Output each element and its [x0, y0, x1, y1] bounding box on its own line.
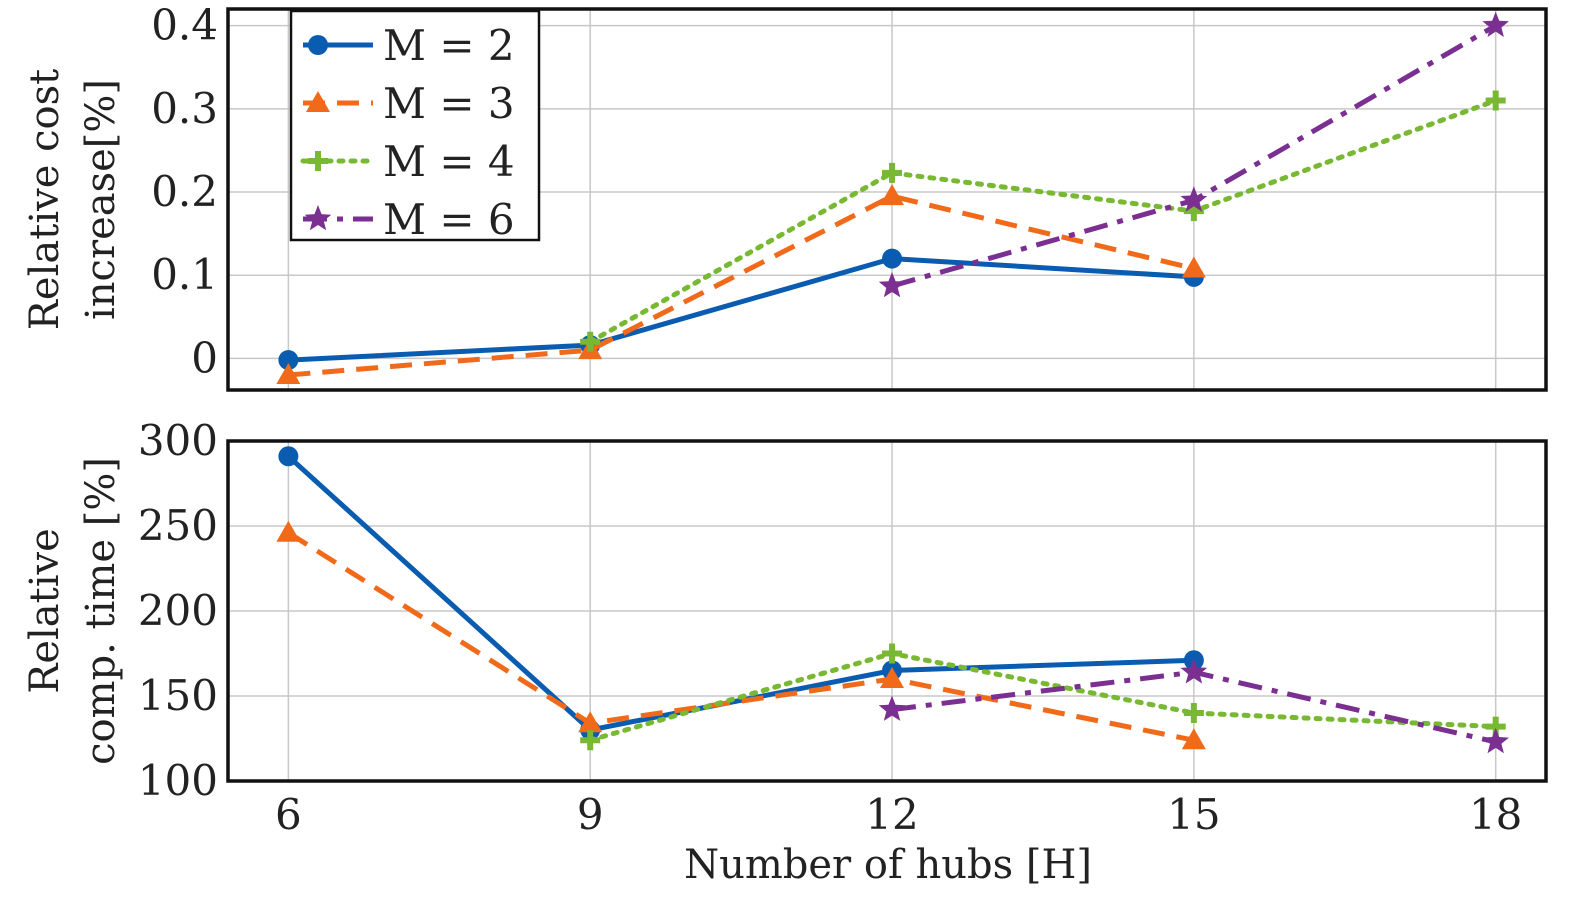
y-axis-title: Relative cost: [22, 69, 68, 330]
data-point: [278, 350, 299, 371]
legend-label: M = 6: [383, 195, 515, 244]
y-tick-label: 0: [191, 333, 218, 382]
x-tick-label: 18: [1469, 790, 1522, 839]
y-tick-label: 200: [138, 586, 218, 635]
series-plus: [580, 90, 1506, 352]
series-line: [287, 530, 1195, 743]
data-point: [1482, 727, 1509, 754]
series-star: [878, 658, 1509, 754]
legend-label: M = 3: [383, 79, 515, 128]
data-point: [580, 730, 601, 751]
series-line: [288, 193, 1195, 378]
data-point: [276, 363, 301, 385]
data-point: [1181, 256, 1206, 278]
y-tick-label: 0.3: [151, 84, 218, 133]
legend-box: [289, 9, 541, 242]
data-point: [278, 446, 299, 467]
data-point: [880, 667, 905, 688]
comp-time-panel: 100 150 200 250 300 6 9 12 15 18 Relative comp. tim…: [22, 416, 1548, 839]
data-point: [1482, 11, 1509, 37]
series-line: [286, 454, 1194, 733]
series-line: [288, 256, 1195, 363]
legend-marker: [308, 35, 328, 55]
cost-increase-panel: 0 0.1 0.2 0.3 0.4 Relative cost increase[%] M =…: [22, 1, 1548, 392]
legend: M = 2 M = 3 M = 4 M = 6: [289, 9, 541, 244]
legend-label: M = 4: [383, 137, 515, 186]
y-tick-label: 100: [138, 756, 218, 805]
y-axis-title: Relative: [22, 528, 68, 694]
y-tick-label: 0.1: [151, 250, 218, 299]
data-point: [580, 331, 601, 352]
data-point: [578, 711, 603, 733]
legend-entry: M = 6: [303, 195, 515, 244]
x-axis-title: Number of hubs [H]: [684, 842, 1092, 888]
data-point: [878, 695, 906, 721]
legend-marker: [304, 205, 332, 231]
y-axis-title: increase[%]: [78, 79, 124, 320]
data-point: [882, 162, 903, 183]
data-point: [880, 184, 905, 206]
legend-entry: M = 4: [300, 137, 515, 186]
series-star: [878, 11, 1509, 298]
data-point: [882, 248, 903, 269]
y-tick-label: 250: [138, 501, 218, 550]
legend-entry: M = 3: [303, 79, 515, 128]
legend-marker: [308, 151, 328, 171]
x-tick-label: 6: [275, 790, 302, 839]
plot-frame: [226, 7, 1548, 392]
y-tick-label: 300: [138, 416, 218, 465]
y-tick-label: 0.2: [151, 167, 218, 216]
series-line: [587, 98, 1499, 345]
x-tick-label: 15: [1167, 790, 1220, 839]
data-point: [1183, 703, 1204, 723]
data-point: [1181, 728, 1206, 750]
data-point: [276, 520, 301, 542]
x-tick-label: 12: [865, 790, 918, 839]
data-point: [1485, 90, 1506, 111]
plot-frame: [226, 439, 1548, 783]
legend-label: M = 2: [383, 21, 515, 70]
legend-entry: M = 2: [303, 21, 515, 70]
y-axis-title: comp. time [%]: [78, 457, 124, 765]
data-point: [882, 643, 903, 664]
series-plus: [580, 643, 1506, 751]
y-tick-label: 0.4: [151, 1, 218, 50]
series-line: [587, 651, 1499, 743]
series-triangle: [276, 520, 1206, 750]
legend-marker: [306, 91, 330, 112]
series-circle: [278, 248, 1204, 371]
x-tick-label: 9: [577, 790, 604, 839]
data-point: [878, 272, 906, 298]
data-point: [1180, 658, 1208, 684]
data-point: [1180, 186, 1208, 212]
y-tick-label: 150: [138, 671, 218, 720]
x-axis-title-group: Number of hubs [H]: [684, 842, 1092, 888]
